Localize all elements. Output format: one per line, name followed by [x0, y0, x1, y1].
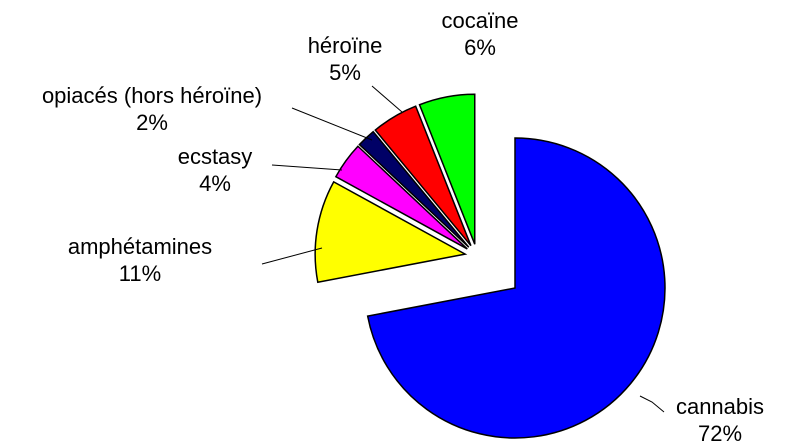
slice-label: cannabis: [676, 394, 764, 419]
slice-value-label: 5%: [329, 60, 361, 85]
slice-value-label: 2%: [136, 110, 168, 135]
pie-slice: [334, 145, 468, 250]
pie-slice: [366, 137, 666, 439]
slice-label: opiacés (hors héroïne): [42, 83, 262, 108]
leader-line: [371, 85, 403, 113]
slice-value-label: 72%: [698, 421, 742, 442]
slice-label: amphétamines: [68, 234, 212, 259]
slice-label: ecstasy: [178, 144, 253, 169]
leader-line: [271, 164, 343, 171]
leader-line: [639, 395, 665, 413]
leader-line: [261, 247, 323, 265]
slice-value-label: 4%: [199, 171, 231, 196]
slice-label: héroïne: [308, 33, 383, 58]
pie-slice: [418, 93, 476, 245]
slice-value-label: 6%: [464, 35, 496, 60]
slice-value-label: 11%: [119, 261, 161, 286]
pie-slice: [374, 105, 472, 247]
slice-label: cocaïne: [441, 8, 518, 33]
leader-line: [291, 107, 373, 141]
pie-slice: [314, 180, 468, 284]
